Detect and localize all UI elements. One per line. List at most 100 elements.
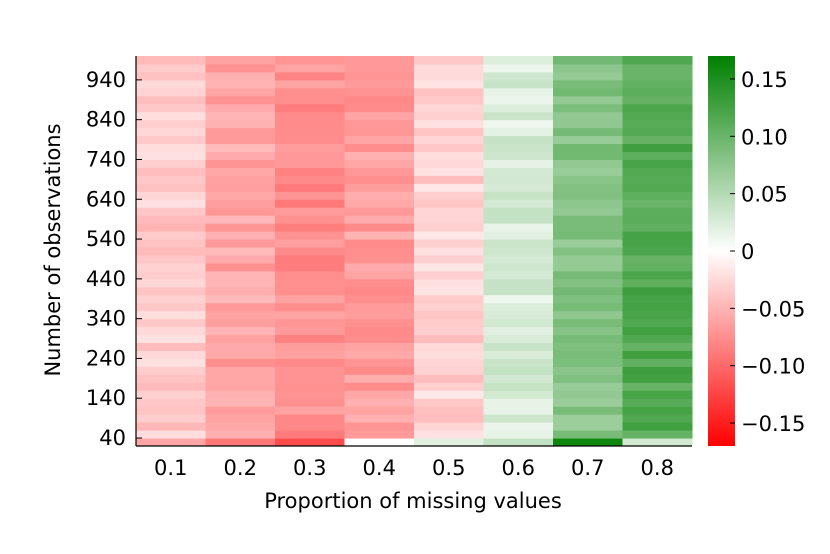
heatmap-cell <box>275 103 345 113</box>
heatmap-cell <box>136 151 206 160</box>
heatmap-cell <box>344 175 415 184</box>
heatmap-cell <box>205 103 276 113</box>
heatmap-cell <box>136 414 206 423</box>
heatmap-cell <box>205 358 276 367</box>
heatmap-cell <box>344 135 415 145</box>
y-tick-label: 240 <box>86 346 126 370</box>
heatmap-cell <box>275 302 345 312</box>
heatmap-cell <box>344 254 415 264</box>
heatmap-cell <box>205 382 276 391</box>
heatmap-cell <box>553 398 623 407</box>
heatmap-cell <box>483 382 554 391</box>
heatmap-cell <box>553 350 623 359</box>
heatmap-cell <box>275 262 345 272</box>
heatmap-cell <box>136 374 206 383</box>
heatmap-cell <box>205 430 276 439</box>
heatmap-cell <box>483 127 554 137</box>
heatmap-cell <box>275 119 345 129</box>
heatmap-cell <box>205 390 276 399</box>
heatmap-cell <box>275 342 345 351</box>
heatmap-cell <box>414 390 484 399</box>
heatmap-cell <box>483 334 554 344</box>
heatmap-cell <box>483 103 554 113</box>
heatmap-cell <box>205 286 276 296</box>
heatmap-cell <box>136 302 206 312</box>
heatmap-cell <box>553 143 623 153</box>
heatmap-cell <box>344 56 415 65</box>
y-tick-label: 540 <box>86 227 126 251</box>
heatmap-cell <box>136 294 206 304</box>
heatmap-cell <box>553 342 623 351</box>
heatmap-cell <box>553 215 623 224</box>
heatmap-cell <box>275 79 345 89</box>
heatmap-cell <box>414 406 484 415</box>
heatmap-cell <box>483 286 554 296</box>
heatmap-cell <box>136 167 206 176</box>
heatmap-cell <box>414 111 484 121</box>
heatmap-cell <box>414 358 484 367</box>
y-tick-label: 740 <box>86 147 126 171</box>
heatmap-cell <box>275 310 345 320</box>
x-axis-label: Proportion of missing values <box>264 489 562 513</box>
heatmap-cell <box>483 119 554 129</box>
heatmap-cell <box>344 262 415 272</box>
heatmap-cell <box>275 438 345 447</box>
heatmap-cell <box>622 438 693 447</box>
heatmap-cell <box>205 159 276 168</box>
heatmap-cell <box>622 294 693 304</box>
heatmap-cell <box>553 294 623 304</box>
heatmap-cell <box>414 318 484 328</box>
heatmap-cell <box>205 215 276 224</box>
heatmap-cell <box>622 95 693 105</box>
heatmap-cell <box>622 223 693 232</box>
heatmap-cell <box>344 223 415 232</box>
heatmap-cell <box>344 430 415 439</box>
heatmap-cell <box>483 342 554 351</box>
heatmap-cell <box>483 143 554 153</box>
heatmap-cell <box>136 231 206 240</box>
heatmap-cell <box>136 254 206 264</box>
heatmap-cell <box>275 406 345 415</box>
heatmap-cell <box>622 215 693 224</box>
heatmap-cell <box>553 183 623 192</box>
heatmap-cell <box>414 430 484 439</box>
heatmap-cell <box>553 207 623 216</box>
heatmap-cell <box>553 374 623 383</box>
heatmap-cell <box>553 422 623 431</box>
heatmap-cell <box>205 366 276 375</box>
heatmap-cell <box>622 143 693 153</box>
heatmap-cell <box>414 422 484 431</box>
y-tick-label: 940 <box>86 68 126 92</box>
heatmap-cell <box>553 56 623 65</box>
heatmap-cell <box>622 175 693 184</box>
heatmap-cell <box>622 56 693 65</box>
heatmap-cell <box>483 406 554 415</box>
colorbar-tick-label: −0.10 <box>741 355 805 379</box>
heatmap-cell <box>414 262 484 272</box>
heatmap-cell <box>414 382 484 391</box>
heatmap-cell <box>553 103 623 113</box>
heatmap-cell <box>344 119 415 129</box>
heatmap-cell <box>344 63 415 73</box>
heatmap-cell <box>344 239 415 248</box>
heatmap-cell <box>344 215 415 224</box>
heatmap-cell <box>205 374 276 383</box>
heatmap-cell <box>136 247 206 256</box>
heatmap-cell <box>205 223 276 232</box>
heatmap-cell <box>414 231 484 240</box>
heatmap-cell <box>205 207 276 216</box>
heatmap-cell <box>136 199 206 208</box>
heatmap-cell <box>344 326 415 336</box>
heatmap-cell <box>205 71 276 81</box>
heatmap-cell <box>136 71 206 81</box>
heatmap-cell <box>553 270 623 280</box>
heatmap-cell <box>344 231 415 240</box>
heatmap-cell <box>344 183 415 192</box>
heatmap-cell <box>344 334 415 344</box>
heatmap-cell <box>483 191 554 200</box>
heatmap-cell <box>136 159 206 168</box>
y-tick-label: 40 <box>99 426 126 450</box>
heatmap-cell <box>553 167 623 176</box>
heatmap-cell <box>344 167 415 176</box>
heatmap-cell <box>414 191 484 200</box>
